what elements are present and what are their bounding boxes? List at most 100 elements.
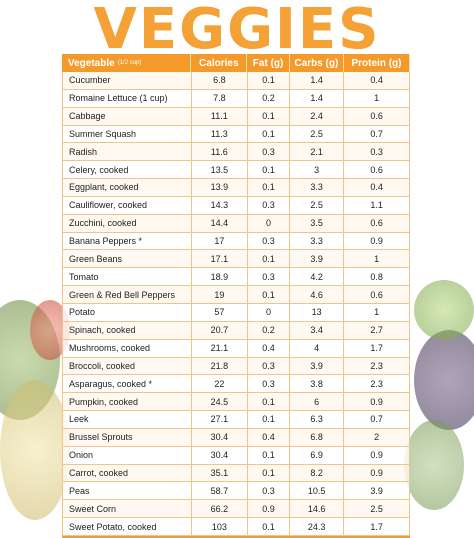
cell-fat: 0.2 [247, 89, 291, 107]
cell-protein: 1 [344, 89, 410, 107]
cell-protein: 0.9 [344, 446, 410, 464]
cell-cal: 21.8 [191, 357, 248, 375]
cell-protein: 1.7 [344, 518, 410, 535]
cell-cal: 11.1 [191, 107, 248, 125]
cell-cal: 13.5 [191, 161, 248, 179]
cell-fat: 0.4 [247, 339, 291, 357]
table-row: Celery, cooked 13.5 0.1 3 0.6 [63, 161, 410, 180]
cell-cal: 6.8 [191, 72, 248, 89]
cell-carbs: 6.9 [290, 446, 345, 464]
cell-protein: 0.6 [344, 161, 410, 179]
table-row: Mushrooms, cooked 21.1 0.4 4 1.7 [63, 339, 410, 358]
cell-name: Potato [63, 303, 192, 321]
cell-protein: 0.3 [344, 143, 410, 161]
cell-protein: 0.9 [344, 393, 410, 411]
table-row: Sweet Potato, cooked 103 0.1 24.3 1.7 [63, 518, 410, 536]
cell-name: Radish [63, 143, 192, 161]
cell-protein: 0.6 [344, 107, 410, 125]
eggplant-image [414, 330, 474, 430]
cell-protein: 1 [344, 303, 410, 321]
cell-cal: 11.6 [191, 143, 248, 161]
table-row: Sweet Corn 66.2 0.9 14.6 2.5 [63, 500, 410, 519]
table-row: Cucumber 6.8 0.1 1.4 0.4 [63, 72, 410, 90]
cell-fat: 0.1 [247, 72, 291, 89]
cell-protein: 1.7 [344, 339, 410, 357]
table-body: Cucumber 6.8 0.1 1.4 0.4 Romaine Lettuce (1 c… [62, 72, 410, 538]
cell-fat: 0.1 [247, 411, 291, 428]
cell-protein: 2.7 [344, 321, 410, 339]
cell-fat: 0 [247, 214, 291, 232]
cell-carbs: 2.1 [290, 143, 345, 161]
cell-protein: 2.3 [344, 357, 410, 375]
cell-name: Sweet Corn [63, 500, 192, 518]
cell-protein: 1 [344, 250, 410, 268]
cell-name: Cucumber [63, 72, 192, 89]
cell-fat: 0.1 [247, 518, 291, 535]
cell-carbs: 10.5 [290, 482, 345, 500]
cell-carbs: 3 [290, 161, 345, 179]
cell-fat: 0.1 [247, 393, 291, 411]
cell-fat: 0.1 [247, 250, 291, 268]
cell-name: Romaine Lettuce (1 cup) [63, 89, 192, 107]
cell-carbs: 3.5 [290, 214, 345, 232]
table-row: Banana Peppers * 17 0.3 3.3 0.9 [63, 232, 410, 251]
cell-carbs: 4.6 [290, 286, 345, 303]
table-row: Radish 11.6 0.3 2.1 0.3 [63, 143, 410, 162]
cell-name: Spinach, cooked [63, 321, 192, 339]
table-row: Brussel Sprouts 30.4 0.4 6.8 2 [63, 428, 410, 447]
cell-cal: 14.3 [191, 196, 248, 214]
cell-cal: 58.7 [191, 482, 248, 500]
cell-name: Summer Squash [63, 125, 192, 143]
cell-cal: 27.1 [191, 411, 248, 428]
header-carbs: Carbs (g) [289, 54, 344, 72]
table-row: Green & Red Bell Peppers 19 0.1 4.6 0.6 [63, 286, 410, 304]
header-protein: Protein (g) [343, 54, 410, 72]
cell-fat: 0.1 [247, 286, 291, 303]
cell-name: Celery, cooked [63, 161, 192, 179]
cell-fat: 0.1 [247, 464, 291, 482]
header-calories: Calories [191, 54, 248, 72]
cell-carbs: 3.9 [290, 250, 345, 268]
cell-fat: 0.1 [247, 446, 291, 464]
cell-carbs: 3.9 [290, 357, 345, 375]
table-row: Onion 30.4 0.1 6.9 0.9 [63, 446, 410, 465]
cell-name: Carrot, cooked [63, 464, 192, 482]
cell-name: Asparagus, cooked * [63, 375, 192, 393]
cell-fat: 0.1 [247, 125, 291, 143]
cell-name: Zucchini, cooked [63, 214, 192, 232]
cell-fat: 0.3 [247, 232, 291, 250]
table-row: Spinach, cooked 20.7 0.2 3.4 2.7 [63, 321, 410, 340]
cell-cal: 14.4 [191, 214, 248, 232]
table-row: Summer Squash 11.3 0.1 2.5 0.7 [63, 125, 410, 144]
cell-carbs: 3.3 [290, 179, 345, 196]
cell-fat: 0.4 [247, 428, 291, 446]
cell-name: Brussel Sprouts [63, 428, 192, 446]
cell-name: Tomato [63, 268, 192, 286]
table-row: Carrot, cooked 35.1 0.1 8.2 0.9 [63, 464, 410, 483]
cell-cal: 66.2 [191, 500, 248, 518]
corn-image [0, 380, 70, 520]
table-row: Tomato 18.9 0.3 4.2 0.8 [63, 268, 410, 287]
cell-cal: 17 [191, 232, 248, 250]
cell-carbs: 4 [290, 339, 345, 357]
cell-name: Leek [63, 411, 192, 428]
cell-fat: 0.3 [247, 143, 291, 161]
cell-carbs: 8.2 [290, 464, 345, 482]
cell-protein: 0.7 [344, 125, 410, 143]
cell-protein: 0.6 [344, 214, 410, 232]
cell-cal: 30.4 [191, 428, 248, 446]
nutrition-table: Vegetable (1/2 cup) Calories Fat (g) Carb… [62, 54, 410, 538]
cell-fat: 0.3 [247, 482, 291, 500]
cell-name: Green Beans [63, 250, 192, 268]
cell-name: Pumpkin, cooked [63, 393, 192, 411]
cell-cal: 11.3 [191, 125, 248, 143]
cell-cal: 57 [191, 303, 248, 321]
cell-fat: 0.1 [247, 107, 291, 125]
cell-name: Mushrooms, cooked [63, 339, 192, 357]
table-row: Eggplant, cooked 13.9 0.1 3.3 0.4 [63, 179, 410, 197]
table-row: Broccoli, cooked 21.8 0.3 3.9 2.3 [63, 357, 410, 376]
cell-carbs: 24.3 [290, 518, 345, 535]
cell-protein: 0.4 [344, 179, 410, 196]
cell-carbs: 4.2 [290, 268, 345, 286]
cell-protein: 3.9 [344, 482, 410, 500]
